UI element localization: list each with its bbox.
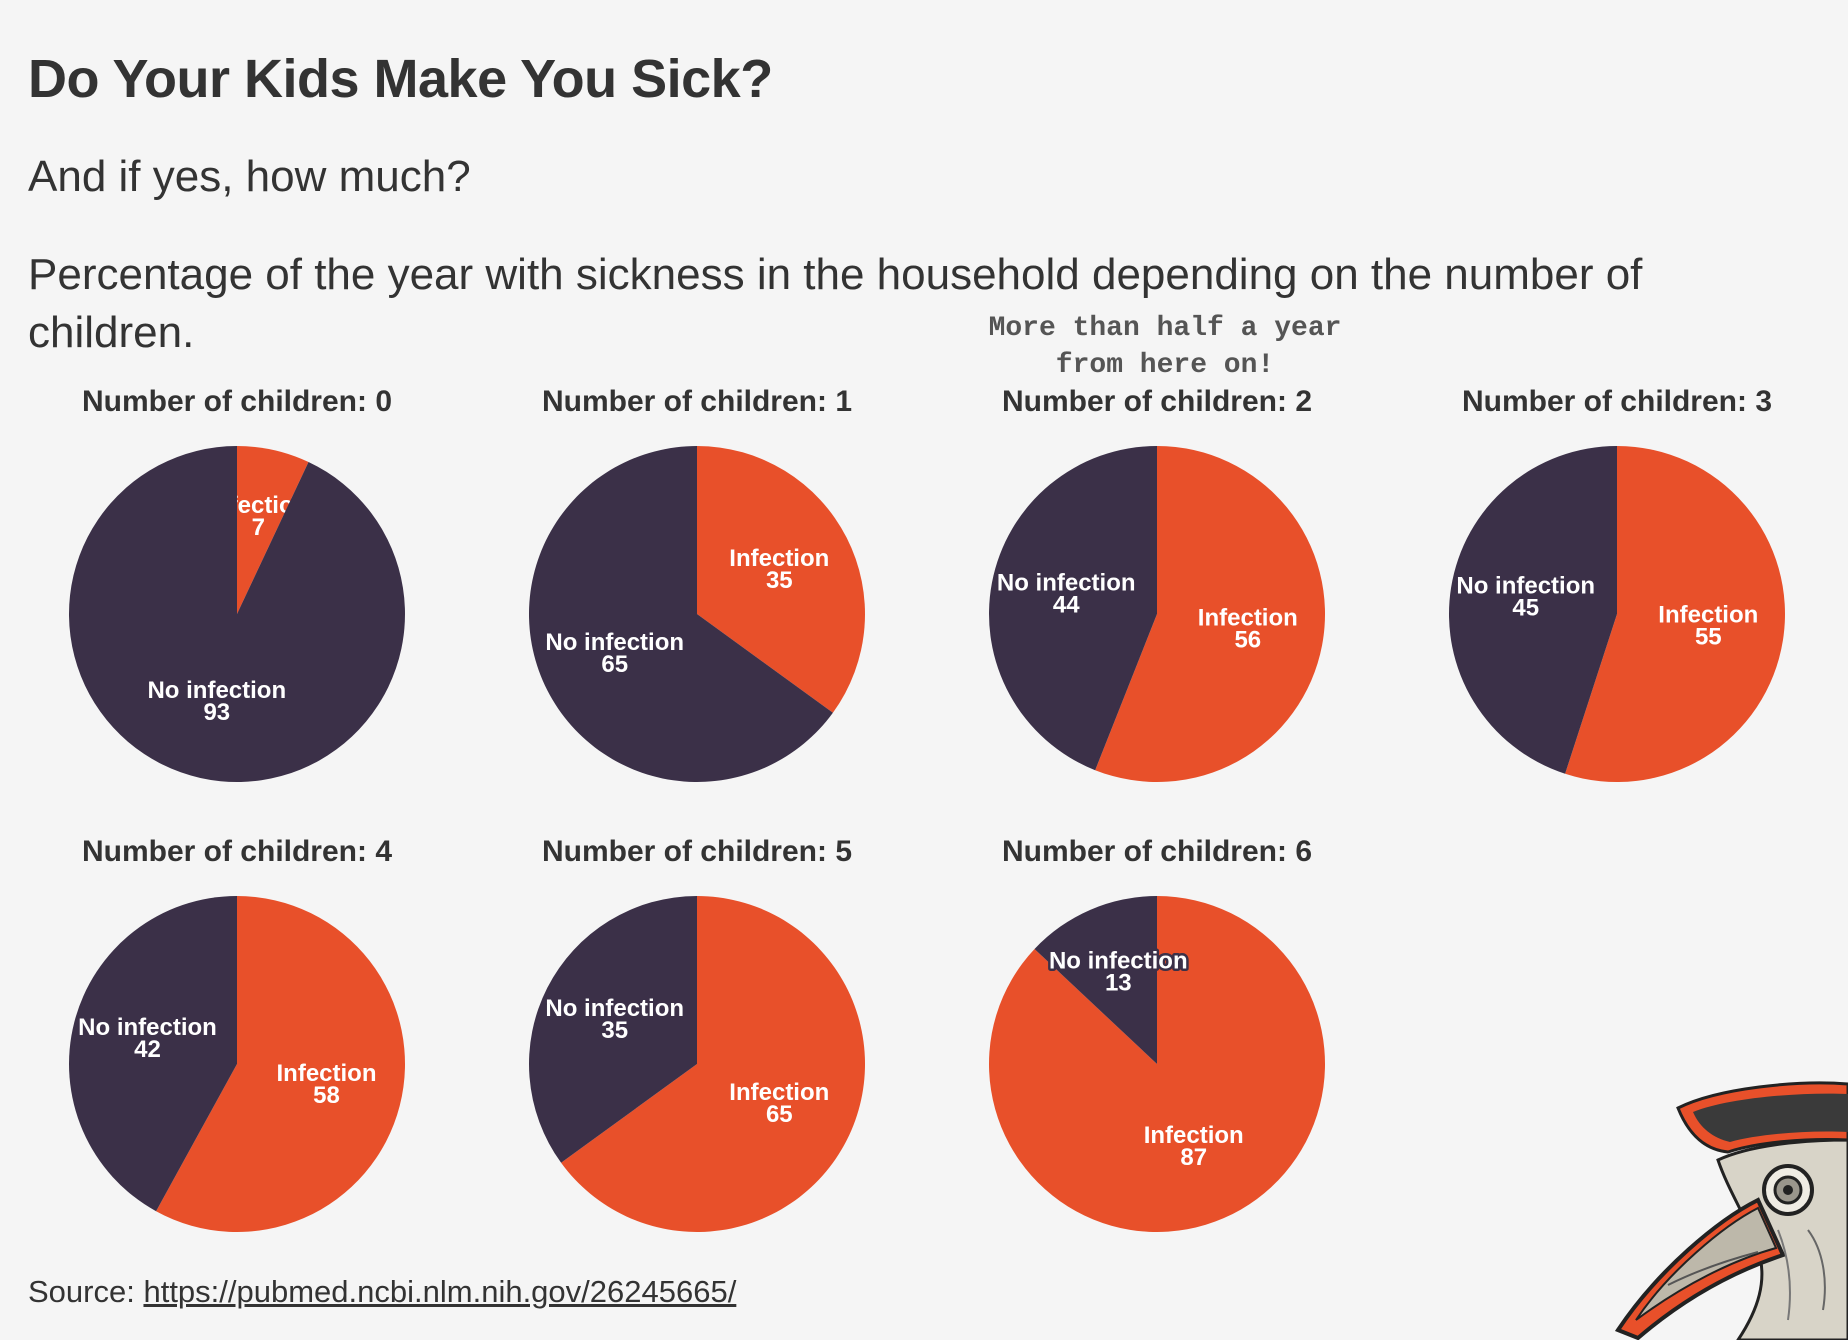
slice-label: Infection bbox=[729, 545, 829, 572]
slice-value: 65 bbox=[766, 1101, 793, 1128]
slice-label: No infection bbox=[1049, 948, 1188, 975]
slice-value: 56 bbox=[1234, 626, 1261, 653]
pie-slice bbox=[1565, 446, 1785, 782]
slice-label: No infection bbox=[78, 1014, 217, 1041]
pie-slice bbox=[237, 446, 309, 614]
slice-value: 13 bbox=[1105, 970, 1132, 997]
slice-value: 35 bbox=[601, 1017, 628, 1044]
page-title: Do Your Kids Make You Sick? bbox=[28, 49, 773, 109]
chart-title: Number of children: 2 bbox=[1002, 385, 1312, 418]
slice-label: No infection bbox=[545, 629, 684, 656]
annotation: More than half a year from here on! bbox=[988, 313, 1342, 381]
slice-label: Infection bbox=[729, 1079, 829, 1106]
chart-title: Number of children: 6 bbox=[1002, 835, 1312, 868]
pie-slice bbox=[561, 895, 866, 1233]
source-link[interactable]: https://pubmed.ncbi.nlm.nih.gov/26245665… bbox=[143, 1274, 737, 1309]
chart-title: Number of children: 3 bbox=[1462, 385, 1772, 418]
slice-label: No infection bbox=[147, 677, 286, 704]
slice-value: 44 bbox=[1053, 592, 1080, 619]
slice-value: 45 bbox=[1512, 595, 1539, 622]
pie-slice bbox=[69, 896, 237, 1212]
pie-slice bbox=[1448, 446, 1617, 774]
source-line: Source: https://pubmed.ncbi.nlm.nih.gov/… bbox=[28, 1274, 736, 1310]
pie-slice bbox=[68, 445, 405, 782]
slice-value: 35 bbox=[766, 567, 793, 594]
pie-slice bbox=[528, 446, 833, 782]
slice-label: No infection bbox=[997, 570, 1136, 597]
slice-label: No infection bbox=[545, 995, 684, 1022]
subtitle: And if yes, how much? bbox=[28, 152, 471, 201]
pie-slice bbox=[989, 446, 1157, 771]
chart-title: Number of children: 0 bbox=[82, 385, 392, 418]
slice-value: 65 bbox=[601, 651, 628, 678]
pie-slice bbox=[989, 896, 1326, 1233]
pie-slice bbox=[697, 446, 865, 713]
pie-slice bbox=[1034, 896, 1157, 1064]
source-prefix: Source: bbox=[28, 1274, 135, 1309]
description: Percentage of the year with sickness in … bbox=[28, 250, 1643, 357]
chart-title: Number of children: 4 bbox=[82, 835, 392, 868]
slice-label: Infection bbox=[1658, 602, 1758, 629]
pie-slice bbox=[1095, 445, 1326, 782]
pie-slice bbox=[529, 896, 697, 1163]
slice-label: No infection bbox=[1456, 573, 1595, 600]
slice-label: Infection bbox=[277, 1060, 377, 1087]
slice-label: Infection bbox=[1198, 604, 1298, 631]
slice-label: Infection bbox=[1144, 1122, 1244, 1149]
plague-doctor-mask-icon bbox=[1614, 1081, 1848, 1340]
slice-value: 87 bbox=[1180, 1144, 1207, 1171]
slice-value: 55 bbox=[1695, 624, 1722, 651]
slice-value: 7 bbox=[252, 514, 265, 541]
chart-title: Number of children: 1 bbox=[542, 385, 852, 418]
chart-title: Number of children: 5 bbox=[542, 835, 852, 868]
slice-value: 93 bbox=[203, 699, 230, 726]
pie-slice bbox=[156, 896, 406, 1232]
slice-value: 58 bbox=[313, 1082, 340, 1109]
slice-value: 42 bbox=[134, 1036, 161, 1063]
